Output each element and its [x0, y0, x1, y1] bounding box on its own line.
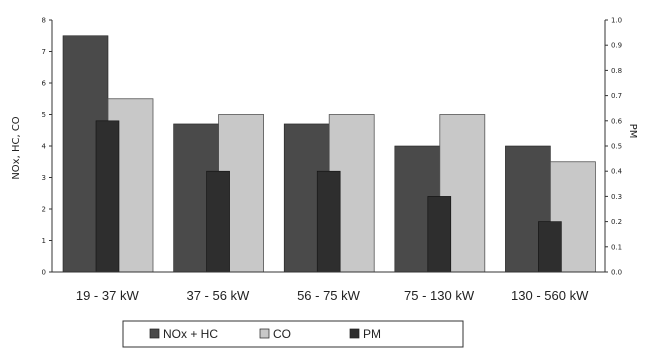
legend-label: NOx + HC — [163, 327, 218, 341]
bar-pm — [316, 170, 341, 273]
legend-swatch — [259, 328, 270, 339]
bar-pm — [206, 170, 230, 273]
y-tick-label-left: 8 — [42, 17, 46, 25]
y-tick-label-left: 0 — [42, 269, 46, 277]
y-tick-label-right: 1.0 — [611, 17, 622, 25]
legend-swatch — [149, 328, 160, 339]
legend-items: NOx + HC CO PM — [149, 327, 381, 341]
y-tick-label-right: 0.0 — [611, 269, 622, 277]
y-tick-label-left: 4 — [42, 143, 47, 151]
x-tick-label: 37 - 56 kW — [186, 288, 250, 303]
y-tick-label-right: 0.1 — [611, 243, 622, 251]
legend: NOx + HC CO PM — [122, 320, 464, 348]
y-tick-label-left: 1 — [42, 237, 46, 245]
bar-pm — [95, 120, 120, 273]
y-tick-label-right: 0.8 — [611, 67, 622, 75]
y-tick-label-left: 2 — [42, 206, 46, 214]
y-tick-label-right: 0.7 — [611, 92, 622, 100]
y-tick-label-right: 0.9 — [611, 42, 622, 50]
y-tick-label-left: 7 — [42, 48, 46, 56]
x-tick-label: 19 - 37 kW — [76, 288, 140, 303]
y-tick-label-left: 3 — [42, 174, 46, 182]
legend-label: CO — [273, 327, 291, 341]
legend-swatch — [349, 328, 360, 339]
legend-box — [122, 320, 464, 348]
x-tick-label: 130 - 560 kW — [511, 288, 589, 303]
bar-pm — [538, 221, 562, 273]
y-tick-label-right: 0.6 — [611, 117, 623, 125]
legend-label: PM — [363, 327, 381, 341]
category-labels-group: 19 - 37 kW 37 - 56 kW 56 - 75 kW 75 - 130 k… — [76, 288, 589, 303]
x-tick-label: 75 - 130 kW — [404, 288, 475, 303]
y-tick-label-left: 5 — [42, 111, 46, 119]
y-tick-label-right: 0.3 — [611, 193, 622, 201]
ticks-group: 0 1 2 3 4 5 6 7 8 0.0 0.1 0.2 0.3 0.4 0.5 0.6 0.7 0.8 0.9 1… — [42, 17, 623, 277]
y-tick-label-right: 0.5 — [611, 143, 622, 151]
y-tick-label-left: 6 — [42, 80, 47, 88]
y-tick-label-right: 0.4 — [611, 168, 623, 176]
y-axis-label-right: PM — [627, 124, 638, 139]
y-tick-label-right: 0.2 — [611, 218, 622, 226]
x-tick-label: 56 - 75 kW — [297, 288, 361, 303]
bars-group — [62, 35, 596, 273]
bar-pm — [427, 196, 452, 273]
y-axis-label-left: NOx, HC, CO — [11, 116, 22, 179]
